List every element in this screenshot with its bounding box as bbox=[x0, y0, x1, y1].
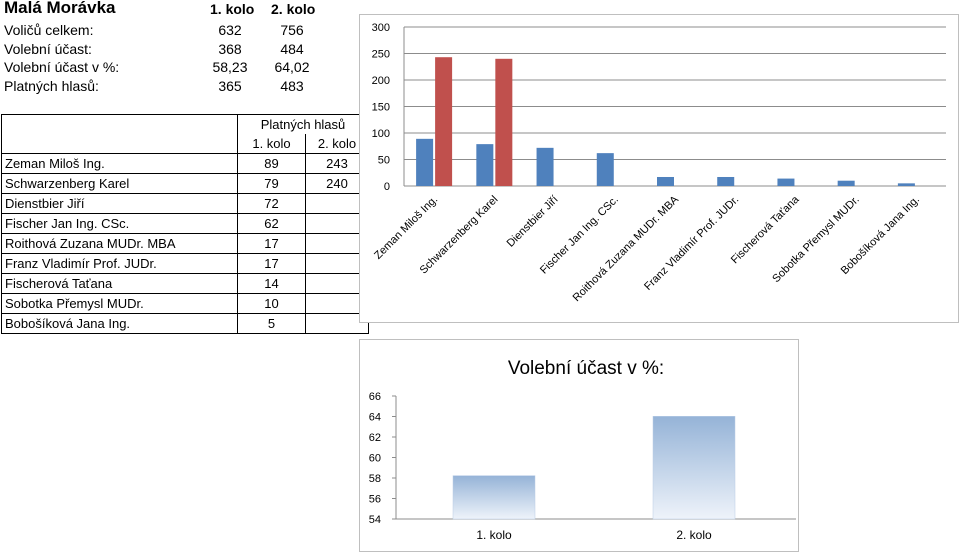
summary-value-r1: 632 bbox=[218, 22, 242, 38]
summary-value-r1: 368 bbox=[218, 41, 242, 57]
candidate-votes-r1: 14 bbox=[237, 273, 306, 294]
summary-value-r2: 483 bbox=[280, 78, 304, 94]
candidate-name: Fischer Jan Ing. CSc. bbox=[1, 213, 238, 234]
y-tick-label: 100 bbox=[372, 128, 390, 140]
y-tick-label: 56 bbox=[369, 494, 381, 506]
bar-round1 bbox=[717, 176, 735, 186]
summary-value-r1: 58,23 bbox=[212, 59, 248, 75]
candidate-votes-r1: 10 bbox=[237, 293, 306, 314]
table-row: Dienstbier Jiří 72 bbox=[1, 193, 369, 214]
candidate-votes-r2 bbox=[305, 313, 369, 334]
table-row: Fischer Jan Ing. CSc. 62 bbox=[1, 213, 369, 234]
round-2-header: 2. kolo bbox=[271, 1, 316, 17]
y-tick-label: 250 bbox=[372, 49, 390, 61]
candidate-votes-r2: 240 bbox=[305, 173, 369, 194]
votes-chart-frame: 0 50 100 150 200 250 300 Zeman Miloš Ing. Schwar… bbox=[359, 14, 959, 323]
bar-round1 bbox=[657, 176, 674, 186]
candidates-table: Platných hlasů 1. kolo 2. kolo Zeman Mil… bbox=[1, 114, 369, 334]
table-row: Schwarzenberg Karel 79 240 bbox=[1, 173, 369, 194]
table-row: Zeman Miloš Ing. 89 243 bbox=[1, 153, 369, 174]
bar-round1 bbox=[536, 147, 554, 186]
page-title: Malá Morávka bbox=[4, 0, 116, 17]
candidate-name: Schwarzenberg Karel bbox=[1, 173, 238, 194]
x-category-label: 1. kolo bbox=[476, 528, 512, 542]
y-tick-label: 0 bbox=[384, 181, 390, 193]
y-tick-label: 200 bbox=[372, 75, 390, 87]
chart-title: Volební účast v %: bbox=[508, 358, 664, 379]
y-tick-label: 64 bbox=[369, 412, 381, 424]
bar-round1 bbox=[476, 144, 494, 186]
summary-value-r2: 64,02 bbox=[274, 59, 310, 75]
table-header-round1: 1. kolo bbox=[237, 134, 306, 154]
table-row: Bobošíková Jana Ing. 5 bbox=[1, 313, 369, 334]
bar-round1 bbox=[897, 183, 915, 186]
summary-label: Voličů celkem: bbox=[4, 22, 94, 38]
candidate-name: Roithová Zuzana MUDr. MBA bbox=[1, 233, 238, 254]
summary-value-r2: 484 bbox=[280, 41, 304, 57]
summary-value-r1: 365 bbox=[218, 78, 242, 94]
x-category-label: Dienstbier Jiří bbox=[505, 194, 561, 250]
y-tick-label: 58 bbox=[369, 473, 381, 485]
table-row: Fischerová Taťana 14 bbox=[1, 273, 369, 294]
candidate-name: Zeman Miloš Ing. bbox=[1, 153, 238, 174]
x-category-label: Zeman Miloš Ing. bbox=[372, 194, 440, 262]
summary-label: Volební účast: bbox=[4, 41, 92, 57]
candidate-votes-r1: 62 bbox=[237, 213, 306, 234]
candidate-name: Franz Vladimír Prof. JUDr. bbox=[1, 253, 238, 274]
y-tick-label: 60 bbox=[369, 453, 381, 465]
summary-value-r2: 756 bbox=[280, 22, 304, 38]
bar-round1 bbox=[777, 178, 795, 186]
table-header-cell bbox=[1, 114, 238, 134]
x-category-label: 2. kolo bbox=[676, 528, 712, 542]
y-tick-label: 54 bbox=[369, 514, 381, 526]
round-1-header: 1. kolo bbox=[210, 1, 255, 17]
turnout-bar bbox=[452, 475, 536, 520]
candidate-votes-r2: 243 bbox=[305, 153, 369, 174]
candidate-votes-r1: 17 bbox=[237, 233, 306, 254]
table-header-valid-votes: Platných hlasů bbox=[237, 114, 369, 134]
candidate-votes-r1: 79 bbox=[237, 173, 306, 194]
candidate-name: Fischerová Taťana bbox=[1, 273, 238, 294]
candidate-name: Dienstbier Jiří bbox=[1, 193, 238, 214]
y-tick-label: 150 bbox=[372, 102, 390, 114]
summary-label: Volební účast v %: bbox=[4, 59, 120, 75]
table-header-cell bbox=[1, 134, 238, 154]
y-tick-label: 300 bbox=[372, 22, 390, 34]
candidate-votes-r1: 72 bbox=[237, 193, 306, 214]
table-row: Sobotka Přemysl MUDr. 10 bbox=[1, 293, 369, 314]
table-header-row: 1. kolo 2. kolo bbox=[1, 134, 369, 154]
table-header-row: Platných hlasů bbox=[1, 114, 369, 134]
summary-label: Platných hlasů: bbox=[4, 78, 99, 94]
table-row: Franz Vladimír Prof. JUDr. 17 bbox=[1, 253, 369, 274]
x-category-label: Roithová Zuzana MUDr. MBA bbox=[571, 193, 682, 304]
candidate-name: Sobotka Přemysl MUDr. bbox=[1, 293, 238, 314]
bar-round1 bbox=[596, 153, 614, 186]
bar-round1 bbox=[837, 180, 855, 186]
candidate-name: Bobošíková Jana Ing. bbox=[1, 313, 238, 334]
candidate-votes-r1: 89 bbox=[237, 153, 306, 174]
turnout-bar bbox=[652, 416, 736, 520]
bar-round2 bbox=[495, 58, 513, 186]
table-row: Roithová Zuzana MUDr. MBA 17 bbox=[1, 233, 369, 254]
bar-round1 bbox=[416, 138, 434, 186]
y-tick-label: 62 bbox=[369, 432, 381, 444]
candidate-votes-r1: 17 bbox=[237, 253, 306, 274]
turnout-chart: Volební účast v %: 54 56 58 60 62 64 66 1. kolo 2… bbox=[369, 358, 796, 542]
candidate-votes-r1: 5 bbox=[237, 313, 306, 334]
y-tick-label: 50 bbox=[378, 155, 390, 167]
turnout-chart-frame: Volební účast v %: 54 56 58 60 62 64 66 1. kolo 2… bbox=[359, 339, 799, 552]
y-tick-label: 66 bbox=[369, 391, 381, 403]
bar-round2 bbox=[435, 57, 453, 187]
